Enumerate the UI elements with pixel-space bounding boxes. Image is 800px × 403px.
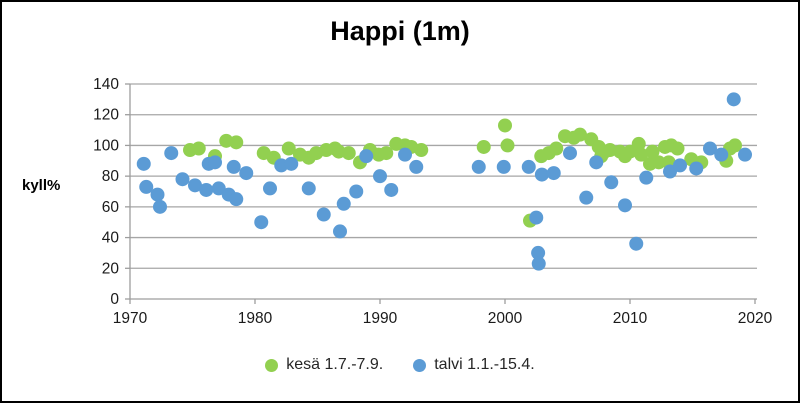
data-point (579, 190, 594, 205)
x-tick-label: 2010 (613, 310, 648, 327)
data-point (150, 187, 165, 202)
legend-label-talvi: talvi 1.1.-15.4. (434, 356, 535, 373)
data-point (153, 199, 167, 214)
data-point (563, 146, 577, 161)
data-point (379, 146, 394, 161)
data-point (651, 155, 666, 170)
data-point (728, 138, 742, 153)
data-point (211, 181, 226, 196)
y-tick-label: 120 (93, 107, 119, 124)
data-point (373, 169, 387, 184)
y-tick-label: 60 (102, 199, 120, 216)
data-point (534, 167, 549, 182)
plot-area: 0 20 40 60 80 100 120 140 1970 1980 1990 2000 2010 20… (93, 76, 773, 327)
data-point (229, 192, 244, 207)
y-tick-label: 100 (93, 137, 119, 154)
legend-item-kesa: kesä 1.7.-7.9. (265, 356, 383, 374)
x-tick-label: 1970 (113, 310, 148, 327)
data-point (349, 184, 364, 199)
data-point (414, 143, 429, 158)
x-axis-ticks: 1970 1980 1990 2000 2010 2020 (113, 299, 773, 327)
data-point (191, 141, 206, 156)
data-point (208, 155, 222, 170)
data-point (199, 182, 214, 197)
data-point (263, 181, 277, 196)
data-point (521, 159, 536, 174)
data-point (639, 170, 654, 185)
data-point (500, 138, 515, 153)
data-point (631, 136, 646, 151)
axes (129, 84, 757, 300)
x-tick-label: 1990 (363, 310, 398, 327)
data-point (254, 215, 269, 230)
data-point (229, 135, 244, 150)
y-tick-label: 40 (102, 230, 120, 247)
data-point (188, 178, 202, 193)
data-point (136, 156, 151, 171)
y-tick-label: 140 (93, 76, 119, 93)
data-point (529, 210, 544, 225)
data-point (673, 158, 687, 173)
data-point (398, 147, 412, 162)
data-point (301, 181, 316, 196)
data-point (471, 159, 486, 174)
data-point (359, 149, 374, 164)
series-kesa (183, 118, 742, 228)
data-point (629, 236, 644, 251)
data-point (531, 245, 546, 260)
data-point (316, 207, 331, 222)
y-axis-title: kyll% (22, 177, 61, 194)
data-point (670, 141, 685, 156)
data-point (726, 92, 741, 107)
data-point (226, 159, 241, 174)
chart-title: Happi (1m) (330, 16, 470, 46)
data-point (409, 159, 424, 174)
data-point (164, 146, 179, 161)
data-point (663, 164, 677, 179)
data-point (645, 144, 660, 159)
data-point (498, 118, 512, 133)
kesa-series-marker-icon (265, 358, 279, 372)
data-point (175, 172, 190, 187)
gridlines (130, 83, 757, 269)
data-point (284, 156, 299, 171)
y-tick-label: 0 (110, 291, 119, 308)
data-point (341, 146, 356, 161)
data-point (738, 147, 752, 162)
data-point (476, 139, 491, 154)
legend-item-talvi: talvi 1.1.-15.4. (413, 356, 535, 374)
x-tick-label: 1980 (238, 310, 273, 327)
data-point (384, 182, 399, 197)
data-point (336, 196, 351, 211)
data-point (496, 159, 511, 174)
data-point (281, 141, 296, 156)
y-axis-ticks: 0 20 40 60 80 100 120 140 (93, 76, 130, 308)
data-point (531, 256, 546, 271)
y-tick-label: 80 (102, 168, 120, 185)
data-point (549, 141, 564, 156)
data-point (634, 147, 649, 162)
x-tick-label: 2000 (488, 310, 523, 327)
data-point (139, 179, 154, 194)
data-point (589, 155, 604, 170)
data-point (703, 141, 717, 156)
x-tick-label: 2020 (738, 310, 773, 327)
series-talvi (136, 92, 752, 271)
data-point (546, 166, 561, 181)
talvi-series-marker-icon (413, 358, 427, 372)
data-point (239, 166, 254, 181)
legend-label-kesa: kesä 1.7.-7.9. (286, 356, 384, 373)
data-point (333, 224, 347, 239)
y-tick-label: 20 (102, 260, 120, 277)
data-point (618, 198, 632, 213)
legend: kesä 1.7.-7.9. talvi 1.1.-15.4. (0, 356, 800, 374)
data-point (573, 127, 587, 142)
data-point (714, 147, 729, 162)
data-point (689, 161, 704, 176)
data-point (604, 175, 619, 190)
